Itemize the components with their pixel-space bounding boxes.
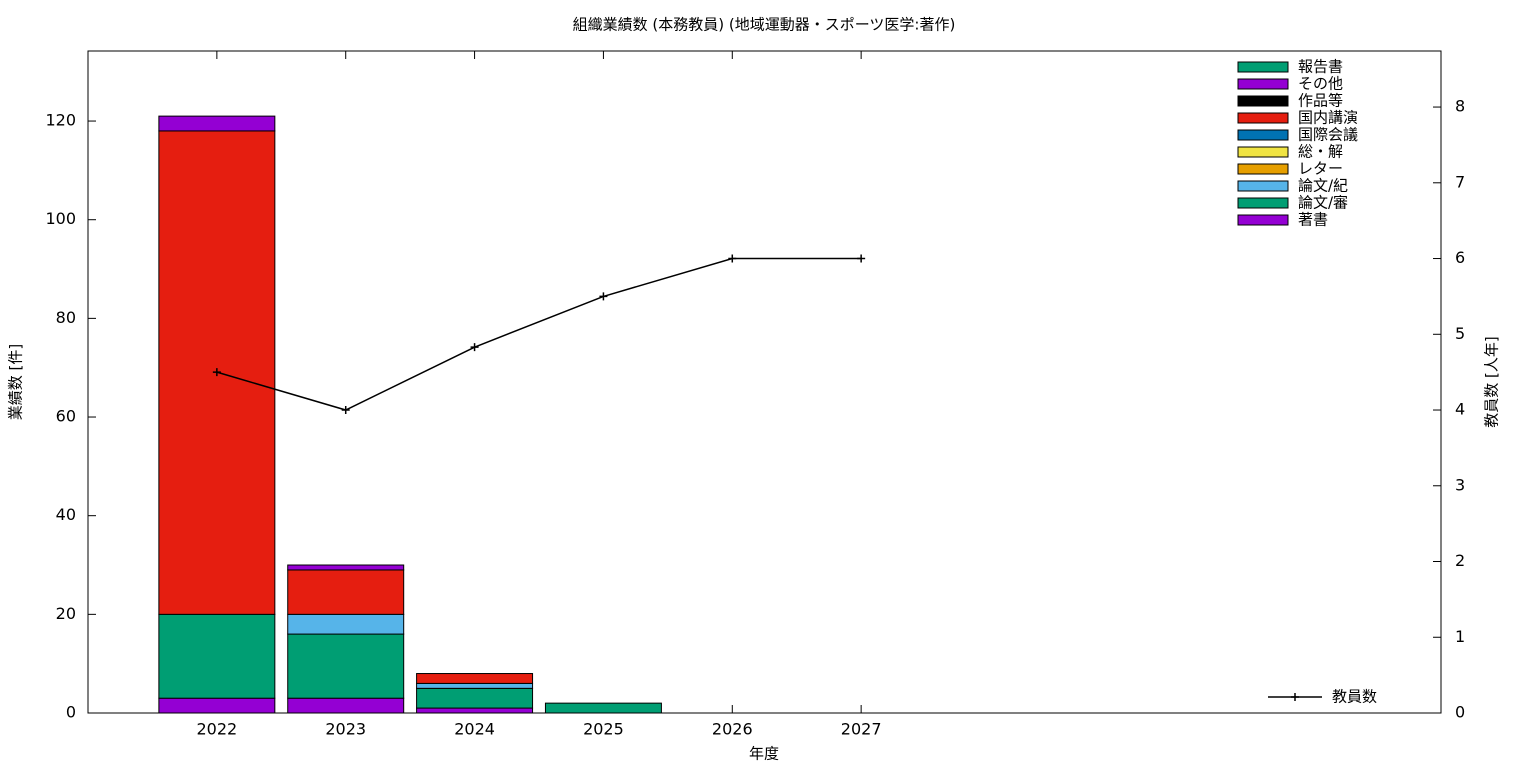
line-point (341, 406, 350, 415)
legend-swatch (1237, 112, 1289, 124)
y-tick-label: 60 (56, 407, 76, 426)
legend-swatch (1237, 197, 1289, 209)
y2-tick-label: 6 (1455, 248, 1465, 267)
y2-tick-label: 8 (1455, 97, 1465, 116)
y2-tick-label: 1 (1455, 627, 1465, 646)
legend-label: 総・解 (1298, 143, 1343, 161)
bar-segment (287, 633, 405, 699)
legend-label: その他 (1298, 75, 1343, 93)
bar-segment (158, 115, 276, 132)
y2-axis-label: 教員数 [人年] (1483, 336, 1501, 427)
legend-label: 国際会議 (1298, 126, 1358, 144)
y2-tick-label: 7 (1455, 172, 1465, 191)
bar-segment (287, 569, 405, 615)
chart-title: 組織業績数 (本務教員) (地域運動器・スポーツ医学:著作) (573, 16, 956, 34)
legend-swatch (1237, 180, 1289, 192)
legend-label: 国内講演 (1298, 109, 1358, 127)
x-tick-label: 2027 (841, 720, 882, 739)
y2-tick-label: 2 (1455, 551, 1465, 570)
legend-swatch (1237, 78, 1289, 90)
legend-swatch (1237, 95, 1289, 107)
line-point (212, 368, 221, 377)
legend-swatch (1237, 129, 1289, 141)
x-axis-label: 年度 (749, 745, 779, 763)
y2-tick-label: 0 (1455, 703, 1465, 722)
legend-label: 報告書 (1298, 58, 1343, 76)
legend-swatch (1237, 214, 1289, 226)
legend-label: 論文/審 (1298, 194, 1348, 212)
bar-segment (416, 707, 534, 714)
y-tick-label: 100 (45, 209, 76, 228)
y-tick-label: 40 (56, 505, 76, 524)
legend-label: 著書 (1298, 211, 1328, 229)
x-tick-label: 2024 (454, 720, 495, 739)
bar-segment (287, 613, 405, 635)
bar-segment (544, 702, 662, 714)
line-point (857, 254, 866, 263)
y-tick-label: 80 (56, 308, 76, 327)
line-point (599, 292, 608, 301)
x-tick-label: 2026 (712, 720, 753, 739)
line-series (216, 257, 862, 411)
legend-marker (1291, 693, 1299, 701)
bar-segment (416, 673, 534, 684)
legend-label: 作品等 (1298, 92, 1343, 110)
x-tick-label: 2023 (325, 720, 366, 739)
y-tick-label: 0 (66, 703, 76, 722)
legend-swatch (1237, 61, 1289, 73)
legend-swatch (1237, 163, 1289, 175)
y-axis-label: 業績数 [件] (7, 344, 25, 420)
x-tick-label: 2025 (583, 720, 624, 739)
y2-tick-label: 3 (1455, 475, 1465, 494)
legend-swatch (1237, 146, 1289, 158)
legend-label: 論文/紀 (1298, 177, 1348, 195)
bar-segment (158, 697, 276, 714)
line-point (470, 343, 479, 352)
legend-label: レター (1298, 160, 1343, 178)
y2-tick-label: 4 (1455, 400, 1465, 419)
bar-segment (416, 682, 534, 689)
y2-tick-label: 5 (1455, 324, 1465, 343)
line-point (728, 254, 737, 263)
legend-label: 教員数 (1332, 688, 1377, 706)
bar-segment (287, 564, 405, 571)
bar-segment (287, 697, 405, 714)
bar-segment (158, 613, 276, 699)
plot-frame (87, 50, 1442, 714)
bar-segment (416, 687, 534, 709)
y-tick-label: 20 (56, 604, 76, 623)
x-tick-label: 2022 (196, 720, 237, 739)
y-tick-label: 120 (45, 111, 76, 130)
